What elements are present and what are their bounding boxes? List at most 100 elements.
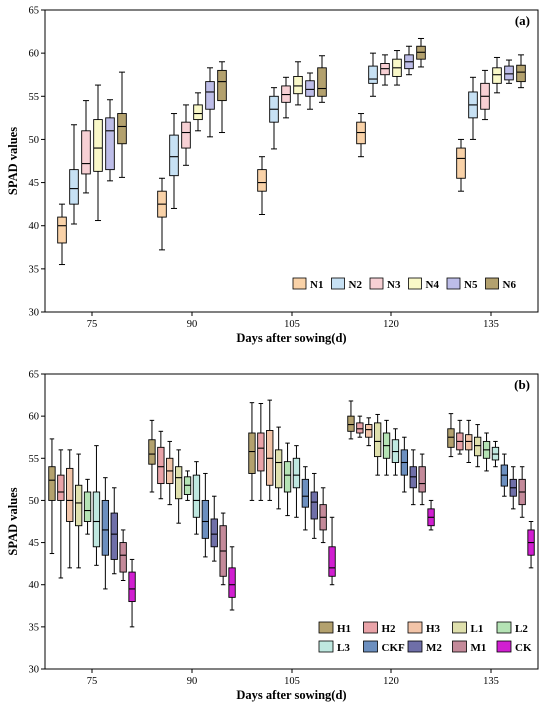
box-iqr [317, 67, 327, 97]
box-ck-135 [527, 521, 535, 569]
box-n5-135 [504, 59, 514, 84]
box-iqr [92, 491, 101, 548]
box-ck-120 [427, 499, 435, 531]
box-n6-135 [516, 54, 526, 89]
box-ckf-135 [500, 453, 509, 497]
box-h3-135 [465, 419, 473, 463]
box-iqr [69, 169, 79, 205]
box-h3-90 [166, 440, 174, 506]
panel-a [41, 9, 539, 316]
legend-swatch-l2 [496, 621, 512, 634]
legend-label-m2: M2 [426, 642, 442, 654]
box-iqr [101, 499, 110, 556]
box-iqr [373, 422, 382, 458]
box-iqr [456, 147, 466, 179]
box-iqr [492, 67, 502, 84]
x-axis-title: Days after sowing(d) [236, 331, 346, 345]
box-n6-90 [217, 61, 227, 134]
box-h2-135 [456, 419, 464, 455]
box-iqr [310, 491, 318, 520]
legend-swatch-n6 [485, 277, 499, 290]
box-n5-105 [305, 72, 315, 110]
box-iqr [257, 169, 267, 192]
box-iqr [110, 512, 118, 560]
y-tick-label: 55 [29, 454, 40, 465]
legend-swatch-n3 [369, 277, 384, 290]
box-l2-135 [482, 432, 491, 472]
box-ckf-120 [400, 436, 409, 493]
y-tick-label: 60 [29, 49, 40, 60]
box-ckf-75 [101, 477, 110, 590]
legend-label-h1: H1 [337, 623, 351, 635]
legend-swatch-n4 [408, 277, 422, 290]
panel-b [41, 373, 539, 673]
legend-label-n1: N1 [310, 279, 323, 291]
box-iqr [228, 567, 236, 598]
box-l2-75 [83, 478, 92, 535]
box-n2-90 [169, 113, 179, 209]
box-h1-105 [248, 402, 256, 501]
legend-label-ck: CK [515, 642, 532, 654]
legend-swatch-l1 [452, 621, 467, 634]
box-n6-75 [117, 71, 127, 178]
box-m1-120 [418, 453, 426, 506]
box-iqr [293, 75, 303, 95]
box-n3-135 [480, 69, 490, 121]
legend-label-m1: M1 [471, 642, 487, 654]
box-n3-120 [380, 54, 390, 86]
box-iqr [105, 117, 115, 171]
x-tick-label: 90 [187, 676, 198, 687]
legend-swatch-n2 [331, 277, 345, 290]
legend-label-n3: N3 [387, 279, 401, 291]
box-h2-90 [157, 430, 165, 500]
box-iqr [148, 439, 156, 465]
y-tick-label: 65 [29, 370, 40, 381]
y-tick-label: 45 [29, 178, 40, 189]
box-iqr [193, 104, 203, 121]
box-n3-75 [81, 100, 91, 194]
legend-label-l1: L1 [471, 623, 484, 635]
box-iqr [210, 518, 218, 548]
box-iqr [57, 474, 65, 501]
y-tick-label: 65 [29, 6, 40, 17]
x-tick-label: 90 [187, 319, 198, 330]
box-iqr [192, 474, 201, 518]
box-n6-120 [416, 37, 426, 68]
legend-swatch-m1 [452, 640, 467, 653]
y-tick-label: 35 [29, 264, 40, 275]
box-m1-135 [518, 466, 526, 518]
panel-label: (b) [514, 377, 530, 392]
box-iqr [217, 69, 227, 102]
y-axis-title: SPAD values [6, 487, 20, 555]
box-h3-75 [66, 449, 74, 569]
box-l3-105 [292, 445, 301, 518]
box-iqr [447, 428, 455, 448]
box-n4-135 [492, 56, 502, 94]
box-iqr [81, 130, 91, 175]
legend-swatch-h3 [407, 621, 423, 634]
box-m1-90 [219, 512, 227, 586]
box-iqr [418, 466, 426, 493]
box-m2-75 [110, 487, 118, 575]
box-l1-75 [74, 453, 83, 569]
box-iqr [292, 457, 301, 489]
x-tick-label: 75 [87, 676, 98, 687]
box-iqr [504, 65, 514, 81]
y-tick-label: 50 [29, 135, 40, 146]
legend-label-h3: H3 [426, 623, 441, 635]
box-iqr [305, 80, 315, 97]
x-tick-label: 135 [483, 319, 499, 330]
box-l3-90 [192, 461, 201, 535]
legend-label-n6: N6 [503, 279, 517, 291]
box-m2-120 [409, 449, 417, 506]
box-m2-135 [509, 466, 517, 510]
box-iqr [117, 113, 127, 145]
box-iqr [516, 64, 526, 83]
box-n5-75 [105, 99, 115, 182]
box-h1-120 [347, 400, 355, 440]
y-tick-label: 55 [29, 92, 40, 103]
box-ck-105 [328, 516, 336, 586]
legend-label-ckf: CKF [382, 642, 406, 654]
box-l1-120 [373, 413, 382, 476]
